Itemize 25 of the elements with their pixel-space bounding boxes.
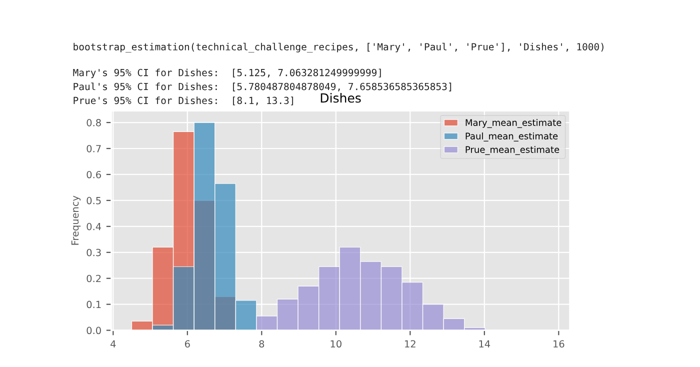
text: Prue's 95% CI for Dishes: [8.1, 13.3] [74,96,294,106]
y-tick-label: 0.2 [86,274,101,282]
y-tick-label: 0.5 [86,196,101,204]
x-tick-label: 12 [405,340,416,348]
text: Paul's 95% CI for Dishes: [5.780487804878049, 7.658536585365853] [74,82,452,92]
y-tick-label: 0.0 [86,326,101,334]
y-tick-label: 0.4 [86,222,102,230]
x-tick-label: 16 [554,340,564,348]
y-tick-label: 0.6 [86,170,101,178]
x-tick-label: 10 [330,340,342,348]
x-tick-label: 8 [259,340,264,348]
y-tick-label: 0.7 [86,144,101,152]
legend-label: Paul_mean_estimate [466,132,558,142]
y-tick-label: 0.8 [86,119,101,126]
y-axis-title: Frequency [71,196,81,245]
y-tick-label: 0.3 [86,248,101,256]
x-tick-label: 14 [479,340,490,348]
text: Mary's 95% CI for Dishes: [5.125, 7.063281249999999] [73,68,381,78]
legend-label: Mary_mean_estimate [466,118,562,128]
x-tick-label: 6 [184,340,190,348]
text: bootstrap_estimation(technical_challenge_recipes, ['Mary', 'Paul', 'Prue'], 'Dishes', 1000) [74,42,604,53]
y-tick-label: 0.1 [86,300,101,308]
chart-title: Dishes [320,93,361,103]
x-tick-label: 4 [110,340,116,348]
legend-label: Prue_mean_estimate [466,146,560,155]
